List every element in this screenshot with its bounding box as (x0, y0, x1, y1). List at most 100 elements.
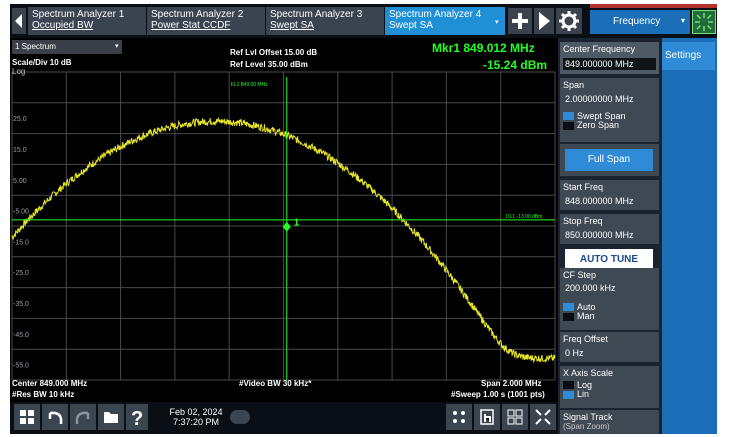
option-label: Man (577, 311, 595, 321)
ref-offset-label: Ref Lvl Offset 15.00 dB (230, 48, 318, 57)
control-subtitle: (Span Zoom) (563, 422, 610, 431)
center-frequency-control[interactable]: Center Frequency 849.000000 MHz (560, 42, 659, 74)
chevron-down-icon: ▾ (495, 19, 499, 26)
span-mode-toggle[interactable]: Swept Span Zero Span (563, 111, 651, 133)
tab-spectrum-analyzer-3[interactable]: Spectrum Analyzer 3 Swept SA (266, 7, 384, 35)
windows-icon (20, 410, 34, 424)
expand-icon (535, 409, 551, 425)
date-time-display: Feb 02, 2024 7:37:20 PM (166, 407, 226, 427)
gear-icon (559, 11, 579, 31)
menu-frequency-dropdown[interactable]: Frequency ▾ (590, 10, 690, 34)
display-line-label: DL1 -13.00 dBm (506, 214, 542, 220)
fullscreen-button[interactable] (530, 404, 556, 430)
grid-dots-icon (453, 411, 465, 423)
trace-display: 25.0 15.0 5.00 -5.00 -15.0 -25.0 -35.0 -45.0 -55… (11, 71, 556, 381)
chevron-down-icon: ▾ (681, 16, 686, 25)
spectrum-graph[interactable]: 25.0 15.0 5.00 -5.00 -15.0 -25.0 -35.0 -45.0 -55… (10, 38, 558, 402)
layout-button[interactable] (502, 404, 528, 430)
analyzer-window: Spectrum Analyzer 1 Occupied BW Spectrum… (10, 4, 717, 434)
x-axis-scale-toggle[interactable]: Log Lin (563, 380, 651, 402)
tab-title: Spectrum Analyzer 2 (151, 9, 244, 20)
option-label: Auto (577, 302, 596, 312)
auto-tune-button[interactable]: AUTO TUNE (565, 249, 653, 271)
y-tick-label: -25.0 (13, 270, 29, 277)
menu-label: Frequency (613, 16, 661, 27)
trace-select-label: 1 Spectrum (15, 42, 56, 51)
tab-subtitle: Swept SA (389, 20, 433, 31)
tab-spectrum-analyzer-1[interactable]: Spectrum Analyzer 1 Occupied BW (28, 7, 146, 35)
tab-spectrum-analyzer-4[interactable]: Spectrum Analyzer 4 Swept SA ▾ (385, 7, 505, 35)
time-label: 7:37:20 PM (172, 417, 220, 427)
tab-subtitle: Occupied BW (32, 20, 94, 31)
signal-track-control[interactable]: Signal Track (Span Zoom) (560, 410, 659, 434)
span-value: 2.00000000 MHz (565, 94, 634, 104)
date-label: Feb 02, 2024 (169, 407, 223, 417)
chevron-left-icon (15, 14, 22, 28)
marker-1-diamond (282, 221, 291, 232)
status-stripe (590, 4, 717, 8)
play-icon (539, 12, 550, 30)
auto-radio[interactable] (563, 303, 574, 311)
settings-gear-button[interactable] (556, 8, 582, 34)
control-title: CF Step (563, 270, 597, 280)
file-button[interactable] (98, 404, 124, 430)
add-screen-button[interactable] (508, 8, 532, 34)
swept-span-radio[interactable] (563, 112, 574, 120)
cf-step-control[interactable]: CF Step 200.000 kHz Auto Man (560, 268, 659, 330)
next-screen-button[interactable] (534, 8, 554, 34)
tab-title: Spectrum Analyzer 1 (32, 9, 125, 20)
control-title: Stop Freq (563, 216, 603, 226)
cf-step-value: 200.000 kHz (565, 283, 616, 293)
spectrum-trace (11, 116, 556, 364)
control-title: Freq Offset (563, 334, 608, 344)
tab-bar: Spectrum Analyzer 1 Occupied BW Spectrum… (10, 4, 717, 36)
touch-button[interactable] (474, 404, 500, 430)
zero-span-radio[interactable] (563, 122, 574, 130)
full-span-button[interactable]: Full Span (565, 149, 653, 171)
y-tick-label: 25.0 (13, 116, 27, 123)
chat-icon[interactable] (230, 410, 250, 424)
plus-icon (512, 13, 528, 29)
freq-offset-value: 0 Hz (565, 348, 584, 358)
tab-spectrum-analyzer-2[interactable]: Spectrum Analyzer 2 Power Stat CCDF (147, 7, 265, 35)
folder-icon (104, 412, 118, 423)
frequency-line-label: FL1 849.00 MHz (231, 82, 268, 88)
redo-button[interactable] (70, 404, 96, 430)
cf-step-mode-toggle[interactable]: Auto Man (563, 302, 651, 324)
svg-text:?: ? (131, 408, 143, 430)
marker-frequency-readout: Mkr1 849.012 MHz (432, 41, 535, 55)
frequency-menu-panel: Center Frequency 849.000000 MHz Span 2.0… (558, 38, 662, 434)
burst-icon-button[interactable] (692, 10, 716, 34)
starburst-icon (695, 13, 713, 31)
y-tick-label: -15.0 (13, 239, 29, 246)
tab-scroll-left-button[interactable] (12, 8, 26, 34)
y-tick-label: 5.00 (13, 178, 27, 185)
trace-select-dropdown[interactable]: 1 Spectrum ▾ (12, 40, 122, 54)
full-span-area: Full Span (560, 144, 659, 176)
log-radio[interactable] (563, 381, 574, 389)
lin-radio[interactable] (563, 391, 574, 399)
settings-column (662, 38, 717, 434)
option-label: Lin (577, 389, 590, 399)
marker-to-button[interactable] (446, 404, 472, 430)
control-title: Start Freq (563, 182, 604, 192)
tab-subtitle: Power Stat CCDF (151, 20, 231, 31)
span-control[interactable]: Span 2.00000000 MHz Swept Span Zero Span (560, 78, 659, 142)
center-frequency-value: 849.000000 MHz (563, 58, 656, 70)
stop-freq-control[interactable]: Stop Freq 850.000000 MHz (560, 214, 659, 244)
undo-button[interactable] (42, 404, 68, 430)
x-axis-scale-control[interactable]: X Axis Scale Log Lin (560, 366, 659, 408)
control-title: Center Frequency (563, 44, 636, 54)
man-radio[interactable] (563, 313, 574, 321)
start-freq-control[interactable]: Start Freq 848.000000 MHz (560, 180, 659, 210)
video-bw-label: #Video BW 30 kHz* (239, 379, 312, 388)
settings-tab[interactable]: Settings (662, 42, 715, 70)
settings-label: Settings (665, 50, 702, 61)
help-button[interactable]: ? (126, 404, 148, 430)
y-tick-label: 15.0 (13, 147, 27, 154)
tab-title: Spectrum Analyzer 4 (389, 9, 482, 20)
freq-offset-control[interactable]: Freq Offset 0 Hz (560, 332, 659, 362)
start-button[interactable] (14, 404, 40, 430)
option-label: Zero Span (577, 120, 620, 130)
center-freq-label: Center 849.000 MHz (12, 379, 88, 388)
